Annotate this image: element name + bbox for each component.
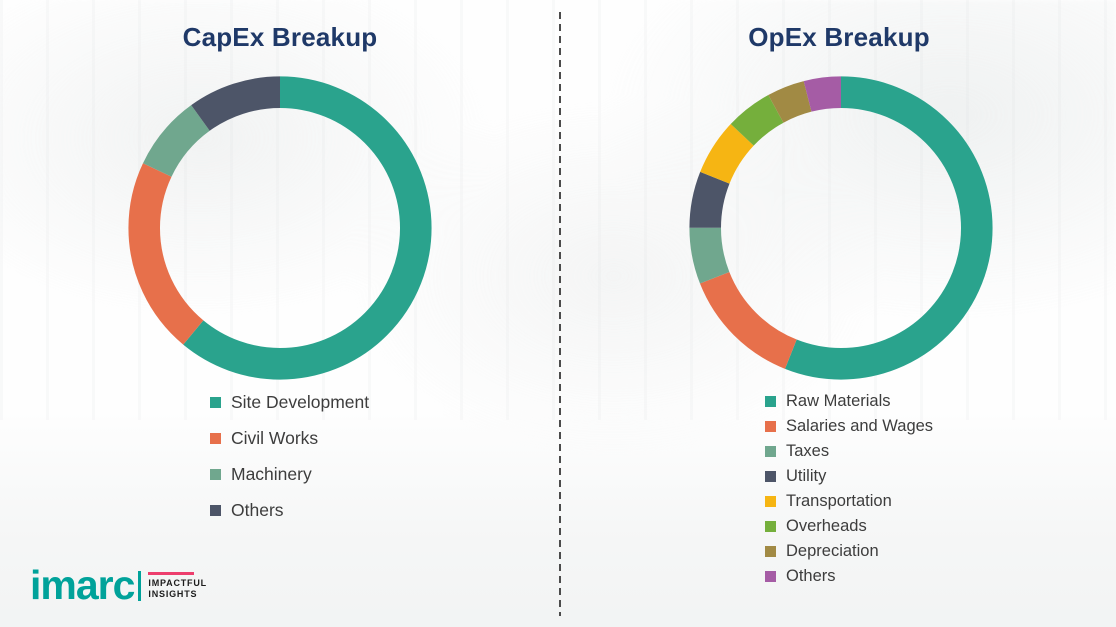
- legend-label: Civil Works: [231, 428, 319, 448]
- imarc-tagline-line1: IMPACTFUL: [148, 577, 207, 588]
- opex-panel: OpEx Breakup Raw Materials Salaries and W…: [562, 0, 1116, 627]
- legend-item-site-development: Site Development: [210, 392, 369, 413]
- imarc-logo-wordmark: imarc: [30, 562, 135, 608]
- legend-item-salaries-and-wages: Salaries and Wages: [765, 417, 933, 436]
- legend-label: Machinery: [231, 464, 312, 484]
- legend-swatch: [765, 496, 776, 507]
- legend-item-raw-materials: Raw Materials: [765, 392, 933, 411]
- background-wash: [0, 0, 1116, 460]
- legend-item-others: Others: [210, 500, 369, 521]
- capex-chart-title: CapEx Breakup: [182, 22, 378, 52]
- dashed-divider: [559, 12, 561, 616]
- legend-swatch: [765, 571, 776, 582]
- legend-item-taxes: Taxes: [765, 442, 933, 461]
- legend-label: Others: [231, 500, 284, 520]
- legend-item-machinery: Machinery: [210, 464, 369, 485]
- legend-label: Taxes: [786, 442, 830, 460]
- legend-label: Raw Materials: [786, 392, 891, 410]
- imarc-logo-accent-bar: [148, 571, 195, 575]
- legend-label: Site Development: [231, 392, 370, 412]
- donut-segment-civil-works: [128, 76, 432, 380]
- legend-item-utility: Utility: [765, 467, 933, 486]
- legend-swatch: [765, 396, 776, 407]
- legend-label: Overheads: [786, 517, 867, 535]
- donut-segment-others: [689, 76, 993, 380]
- legend-swatch: [210, 469, 221, 480]
- legend-swatch: [210, 505, 221, 516]
- capex-panel: CapEx Breakup Site Development Civil Work…: [128, 22, 432, 521]
- opex-donut-chart: [689, 76, 993, 380]
- capex-donut-chart: [128, 76, 432, 380]
- legend-label: Transportation: [786, 492, 892, 510]
- imarc-logo: imarc IMPACTFUL INSIGHTS: [30, 565, 207, 606]
- legend-swatch: [210, 433, 221, 444]
- legend-swatch: [765, 546, 776, 557]
- legend-swatch: [210, 397, 221, 408]
- legend-label: Utility: [786, 467, 827, 485]
- legend-item-others: Others: [765, 567, 933, 586]
- legend-item-transportation: Transportation: [765, 492, 933, 511]
- donut-segment-others: [128, 76, 432, 380]
- opex-chart-title: OpEx Breakup: [748, 22, 930, 52]
- legend-item-depreciation: Depreciation: [765, 542, 933, 561]
- legend-swatch: [765, 421, 776, 432]
- legend-item-overheads: Overheads: [765, 517, 933, 536]
- donut-segment-taxes: [689, 76, 993, 380]
- imarc-logo-tagline: IMPACTFUL INSIGHTS: [148, 571, 207, 600]
- legend-item-civil-works: Civil Works: [210, 428, 369, 449]
- background-bottom-wash: [0, 407, 1116, 627]
- legend-label: Depreciation: [786, 542, 879, 560]
- imarc-logo-separator: [138, 570, 142, 601]
- capex-legend: Site Development Civil Works Machinery Othe…: [210, 392, 369, 521]
- legend-swatch: [765, 521, 776, 532]
- legend-label: Salaries and Wages: [786, 417, 934, 435]
- opex-legend: Raw Materials Salaries and Wages Taxes Util…: [765, 392, 933, 586]
- legend-swatch: [765, 446, 776, 457]
- legend-swatch: [765, 471, 776, 482]
- imarc-tagline-line2: INSIGHTS: [148, 589, 198, 599]
- legend-label: Others: [786, 567, 836, 585]
